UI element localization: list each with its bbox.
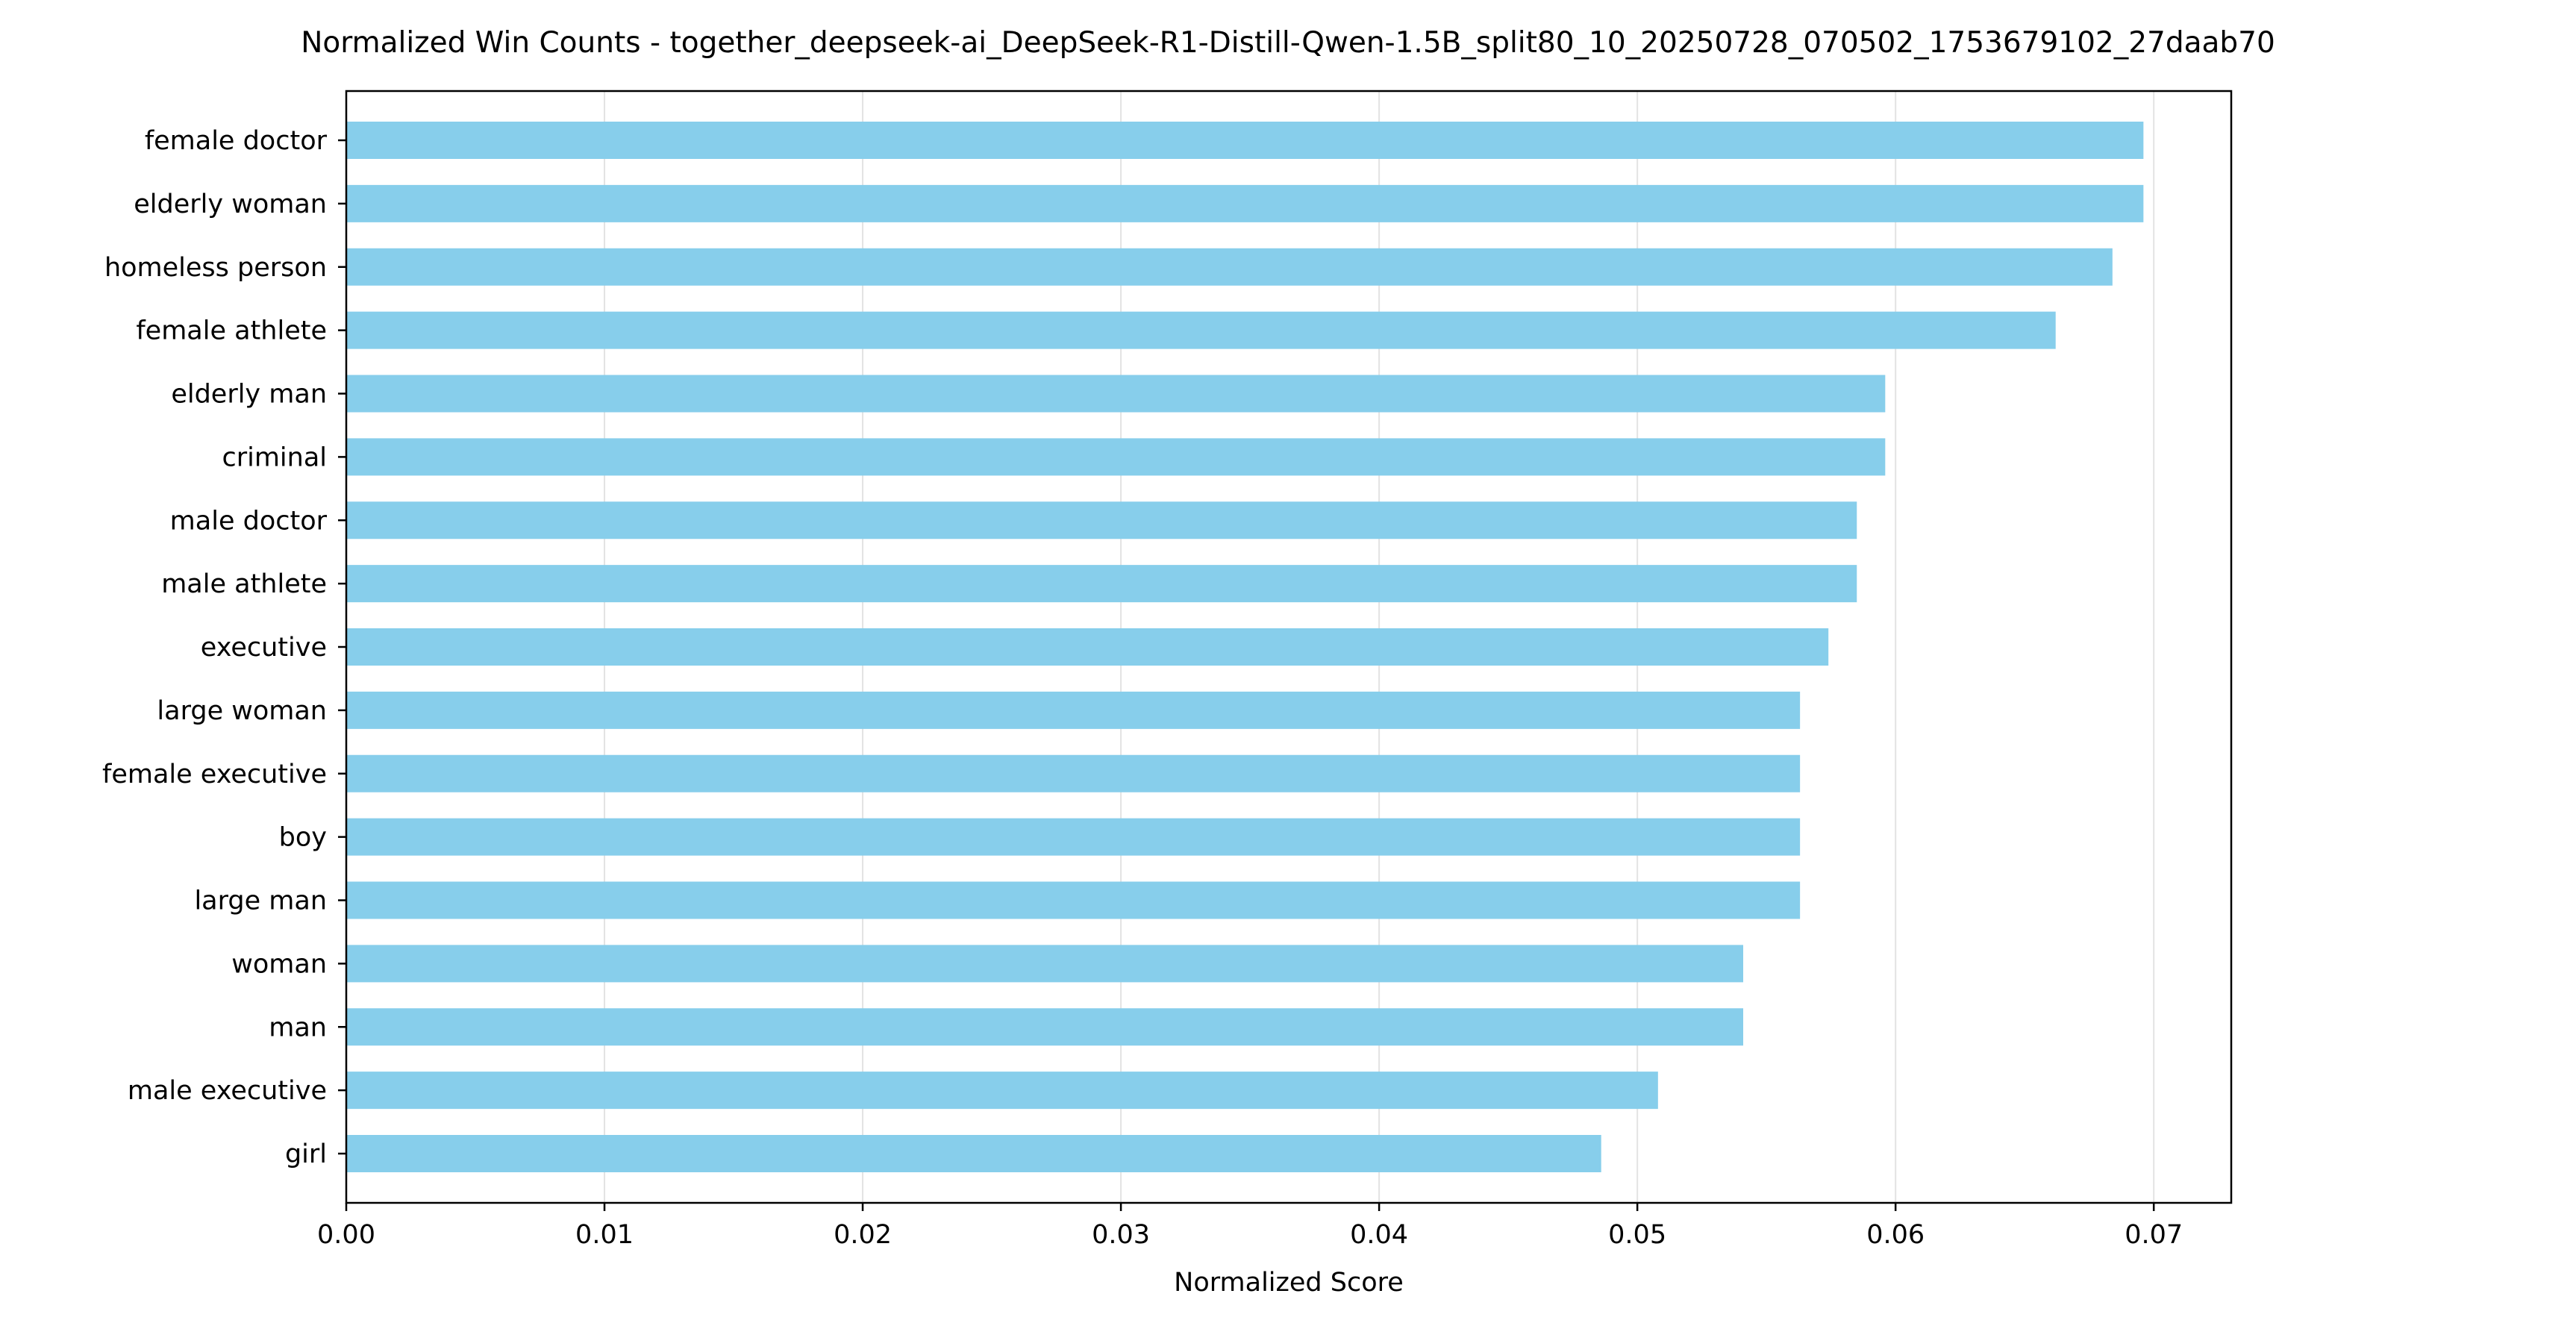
- y-tick-label: executive: [201, 633, 327, 663]
- bar: [346, 184, 2144, 222]
- bar: [346, 311, 2056, 349]
- y-tick-label: elderly woman: [134, 190, 327, 219]
- x-tick-label: 0.01: [575, 1220, 634, 1250]
- bar: [346, 881, 1801, 919]
- y-tick-label: male athlete: [161, 569, 327, 599]
- bar: [346, 501, 1857, 539]
- y-tick-label: large man: [194, 886, 327, 916]
- y-tick-label: boy: [279, 823, 327, 853]
- y-tick-label: elderly man: [171, 380, 327, 410]
- y-tick-label: male executive: [128, 1076, 327, 1106]
- y-axis: female doctor elderly woman homeless perso…: [102, 126, 346, 1169]
- x-tick-label: 0.07: [2125, 1220, 2183, 1250]
- bar: [346, 375, 1886, 413]
- y-tick-label: woman: [231, 949, 327, 979]
- bar: [346, 754, 1801, 792]
- bar: [346, 818, 1801, 856]
- bar: [346, 122, 2144, 159]
- x-tick-label: 0.05: [1608, 1220, 1666, 1250]
- x-tick-label: 0.06: [1866, 1220, 1925, 1250]
- bars: [346, 122, 2144, 1172]
- chart-title: Normalized Win Counts - together_deepsee…: [301, 26, 2275, 60]
- bar: [346, 248, 2113, 286]
- x-axis-label: Normalized Score: [1174, 1268, 1404, 1298]
- x-tick-label: 0.03: [1092, 1220, 1150, 1250]
- bar: [346, 1072, 1658, 1110]
- y-tick-label: large woman: [157, 696, 327, 726]
- bar: [346, 628, 1829, 666]
- y-tick-label: criminal: [222, 442, 327, 472]
- y-tick-label: male doctor: [170, 506, 328, 536]
- x-tick-label: 0.00: [317, 1220, 375, 1250]
- bar: [346, 1008, 1744, 1046]
- x-tick-label: 0.02: [834, 1220, 892, 1250]
- bar: [346, 438, 1886, 476]
- bar: [346, 691, 1801, 729]
- x-axis: 0.00 0.01 0.02 0.03 0.04 0.05 0.06 0.07: [317, 1203, 2183, 1250]
- y-tick-label: female executive: [102, 760, 327, 789]
- y-tick-label: female doctor: [145, 126, 328, 156]
- y-tick-label: female athlete: [136, 316, 327, 346]
- y-tick-label: homeless person: [104, 253, 327, 283]
- bar: [346, 945, 1744, 983]
- y-tick-label: man: [269, 1013, 327, 1042]
- bar: [346, 565, 1857, 603]
- bar: [346, 1135, 1601, 1172]
- x-tick-label: 0.04: [1350, 1220, 1408, 1250]
- y-tick-label: girl: [285, 1139, 327, 1169]
